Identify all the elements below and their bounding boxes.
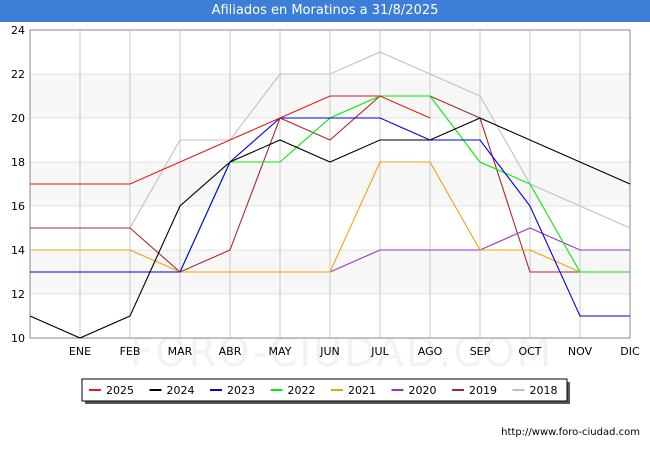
y-tick-label: 24	[11, 24, 25, 37]
series-line-2024	[29, 117, 631, 339]
legend-label-2020: 2020	[409, 384, 437, 397]
legend-label-2018: 2018	[530, 384, 558, 397]
y-tick-label: 12	[11, 288, 25, 301]
legend-label-2021: 2021	[348, 384, 376, 397]
y-tick-label: 14	[11, 244, 25, 257]
x-tick-label: NOV	[568, 345, 593, 358]
x-tick-label: MAY	[269, 345, 292, 358]
legend-label-2019: 2019	[469, 384, 497, 397]
x-tick-label: SEP	[470, 345, 491, 358]
y-tick-label: 20	[11, 112, 25, 125]
x-tick-label: DIC	[620, 345, 640, 358]
series-line-2019	[30, 95, 630, 273]
source-url[interactable]: http://www.foro-ciudad.com	[501, 427, 640, 438]
y-tick-label: 18	[11, 156, 25, 169]
y-tick-label: 10	[11, 332, 25, 345]
x-tick-label: ENE	[69, 345, 91, 358]
x-tick-label: ABR	[219, 345, 242, 358]
legend-label-2025: 2025	[106, 384, 134, 397]
x-tick-label: OCT	[518, 345, 541, 358]
chart-title: Afiliados en Moratinos a 31/8/2025	[0, 0, 650, 22]
legend-label-2024: 2024	[167, 384, 195, 397]
x-tick-label: FEB	[120, 345, 141, 358]
x-tick-label: AGO	[418, 345, 443, 358]
x-tick-label: JUN	[319, 345, 340, 358]
y-tick-label: 22	[11, 68, 25, 81]
legend-label-2023: 2023	[227, 384, 255, 397]
legend-label-2022: 2022	[288, 384, 316, 397]
y-tick-label: 16	[11, 200, 25, 213]
series-line-2025	[30, 95, 431, 185]
x-tick-label: JUL	[370, 345, 389, 358]
series-line-2023	[30, 117, 630, 317]
x-tick-label: MAR	[168, 345, 193, 358]
legend	[81, 378, 568, 402]
series-line-2021	[30, 161, 630, 273]
